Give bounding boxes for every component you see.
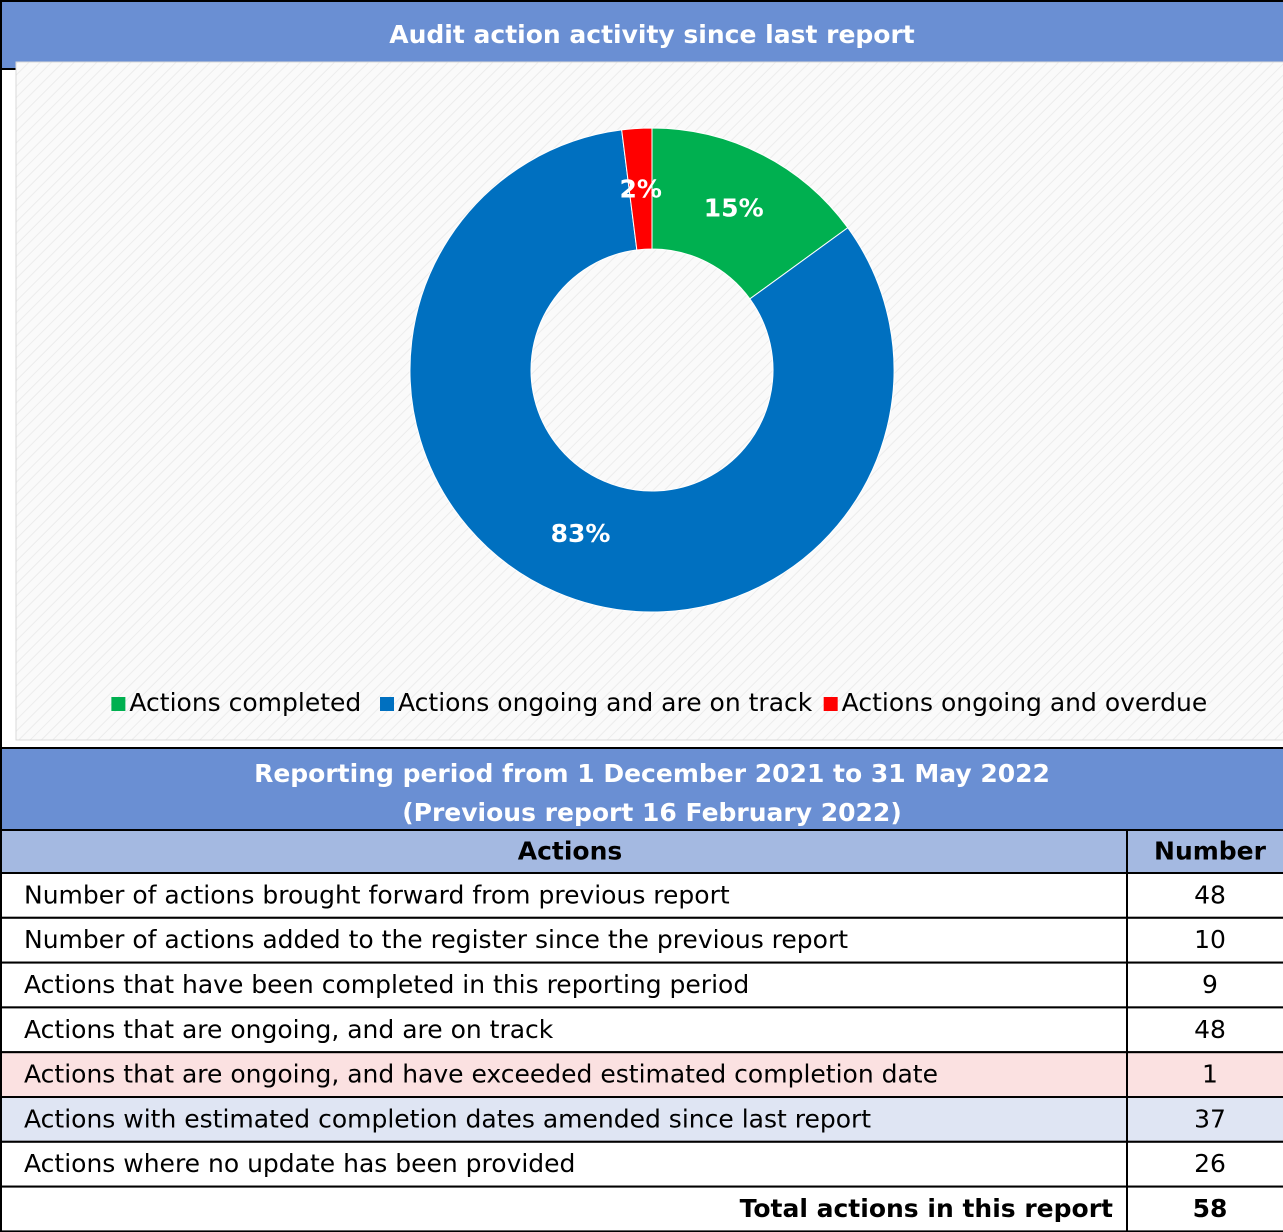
action-cell: Actions that are ongoing, and are on tra… [24, 1015, 554, 1044]
table-row [0, 916, 1283, 964]
action-cell: Number of actions brought forward from p… [24, 880, 730, 909]
data-label: 15% [704, 194, 764, 223]
table-row [0, 1140, 1283, 1188]
title-bar [0, 0, 1283, 70]
number-cell: 48 [1194, 1015, 1226, 1044]
legend-label: Actions ongoing and are on track [398, 688, 813, 717]
number-cell: 37 [1194, 1104, 1226, 1133]
number-cell: 10 [1194, 925, 1226, 954]
number-cell: 1 [1202, 1060, 1218, 1089]
donut-segment [409, 129, 895, 613]
data-label: 2% [619, 174, 661, 203]
legend-swatch [823, 697, 838, 711]
action-cell: Actions with estimated completion dates … [24, 1104, 871, 1133]
chart-title: Audit action activity since last report [389, 20, 915, 49]
header-row [0, 829, 1283, 874]
table-subtitle: (Previous report 16 February 2022) [402, 798, 902, 827]
action-cell: Number of actions added to the register … [24, 925, 848, 954]
table-row [0, 1096, 1283, 1143]
donut-segment [621, 127, 653, 251]
total-number: 58 [1193, 1194, 1228, 1223]
table-row [0, 1006, 1283, 1054]
action-cell: Actions that are ongoing, and have excee… [24, 1060, 938, 1089]
action-cell: Actions where no update has been provide… [24, 1149, 575, 1178]
table-title-bar [0, 747, 1283, 831]
table-row [0, 1185, 1283, 1232]
table-row [0, 961, 1283, 1009]
legend-swatch [111, 697, 126, 711]
legend-swatch [380, 697, 395, 711]
number-cell: 26 [1194, 1149, 1226, 1178]
number-cell: 48 [1194, 880, 1226, 909]
data-label: 83% [551, 519, 611, 548]
table-title: Reporting period from 1 December 2021 to… [254, 759, 1050, 788]
action-cell: Actions that have been completed in this… [24, 970, 749, 999]
number-cell: 9 [1202, 970, 1218, 999]
table: Reporting period from 1 December 2021 to… [0, 747, 1283, 1232]
donut-chart: 15% 83% 2% Actions completed Actions ongoing… [111, 127, 1208, 717]
legend-label: Actions completed [129, 688, 361, 717]
legend-label: Actions ongoing and overdue [842, 688, 1208, 717]
table-row [0, 1051, 1283, 1098]
donut-segment [651, 127, 849, 300]
header-cell: Number [1154, 837, 1267, 866]
header-cell: Actions [518, 837, 623, 866]
total-label: Total actions in this report [740, 1194, 1113, 1223]
